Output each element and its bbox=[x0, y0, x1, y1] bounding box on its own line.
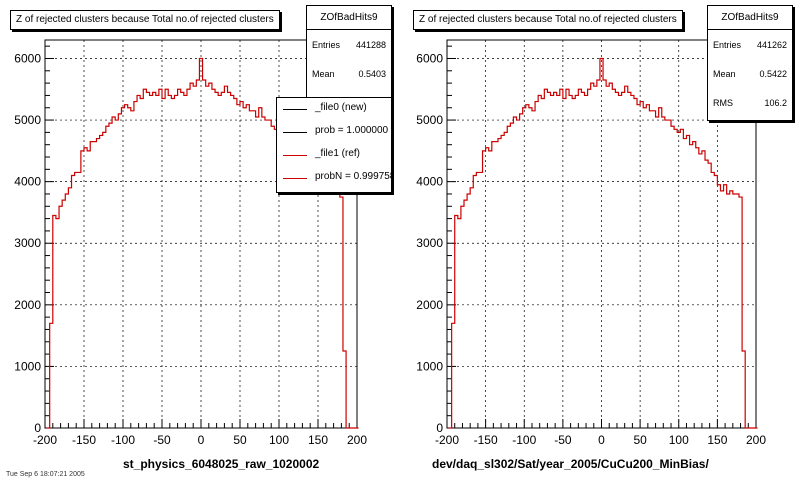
y-tick-label: 0 bbox=[34, 421, 41, 435]
legend-swatch bbox=[283, 155, 307, 156]
histogram-title-right: Z of rejected clusters because Total no.… bbox=[413, 10, 683, 30]
x-axis-title-left: st_physics_6048025_raw_1020002 bbox=[123, 457, 320, 471]
legend-swatch bbox=[283, 132, 307, 133]
legend-label: _file1 (ref) bbox=[315, 148, 361, 159]
print-timestamp: Tue Sep 6 18:07:21 2005 bbox=[6, 471, 85, 478]
stats-row-entries: Entries 441262 bbox=[708, 30, 792, 59]
legend-label: prob = 1.000000 bbox=[315, 125, 389, 136]
stats-row-mean: Mean 0.5422 bbox=[708, 59, 792, 88]
stats-value: 0.5422 bbox=[759, 68, 787, 79]
stats-box-left: ZOfBadHits9 Entries 441288 Mean 0.5403 bbox=[306, 5, 392, 101]
histogram-plot-right: -200 -150 -100 -50 0 50 100 150 2000100020003000… bbox=[416, 39, 766, 447]
stats-label: Mean bbox=[312, 68, 335, 79]
stats-value: 0.5403 bbox=[358, 68, 386, 79]
y-tick-label: 1000 bbox=[416, 359, 443, 373]
x-tick-label: 50 bbox=[633, 433, 647, 447]
legend-label: probN = 0.999758 bbox=[315, 171, 392, 182]
x-tick-label: 150 bbox=[707, 433, 727, 447]
y-tick-label: 2000 bbox=[14, 298, 41, 312]
x-tick-label: -50 bbox=[554, 433, 572, 447]
y-tick-label: 5000 bbox=[416, 113, 443, 127]
x-tick-label: -150 bbox=[72, 433, 96, 447]
x-tick-label: -100 bbox=[111, 433, 135, 447]
stats-label: RMS bbox=[713, 97, 733, 108]
stats-value: 106.2 bbox=[764, 97, 787, 108]
y-tick-label: 3000 bbox=[14, 236, 41, 250]
stats-value: 441262 bbox=[756, 39, 787, 50]
legend-box-left: _file0 (new) prob = 1.000000 _file1 (ref… bbox=[276, 97, 392, 193]
x-tick-label: -50 bbox=[153, 433, 171, 447]
x-tick-label: -100 bbox=[512, 433, 536, 447]
y-tick-label: 6000 bbox=[416, 51, 443, 65]
legend-entry: prob = 1.000000 bbox=[277, 121, 391, 144]
histogram-title-left: Z of rejected clusters because Total no.… bbox=[10, 10, 280, 30]
x-tick-label: 200 bbox=[746, 433, 766, 447]
x-tick-label: 0 bbox=[598, 433, 605, 447]
stats-row-entries: Entries 441288 bbox=[307, 30, 391, 59]
x-tick-label: -150 bbox=[474, 433, 498, 447]
stats-label: Entries bbox=[312, 39, 341, 50]
legend-label: _file0 (new) bbox=[315, 102, 367, 113]
y-tick-label: 4000 bbox=[416, 175, 443, 189]
x-tick-label: 0 bbox=[198, 433, 205, 447]
x-tick-label: 100 bbox=[669, 433, 689, 447]
y-tick-label: 6000 bbox=[14, 51, 41, 65]
y-tick-label: 1000 bbox=[14, 359, 41, 373]
legend-swatch bbox=[283, 178, 307, 179]
legend-entry: probN = 0.999758 bbox=[277, 167, 391, 190]
x-tick-label: -200 bbox=[33, 433, 57, 447]
x-axis-title-right: dev/daq_sl302/Sat/year_2005/CuCu200_MinB… bbox=[432, 457, 709, 471]
stats-row-rms: RMS 106.2 bbox=[708, 88, 792, 117]
x-tick-label: -200 bbox=[435, 433, 459, 447]
x-tick-label: 200 bbox=[347, 433, 367, 447]
stats-value: 441288 bbox=[355, 39, 386, 50]
x-tick-label: 50 bbox=[233, 433, 247, 447]
y-tick-label: 0 bbox=[436, 421, 443, 435]
x-tick-label: 150 bbox=[308, 433, 328, 447]
histogram-series bbox=[448, 57, 758, 429]
legend-entry: _file1 (ref) bbox=[277, 144, 391, 167]
stats-label: Mean bbox=[713, 68, 736, 79]
stats-name: ZOfBadHits9 bbox=[708, 6, 792, 30]
y-tick-label: 3000 bbox=[416, 236, 443, 250]
legend-entry: _file0 (new) bbox=[277, 98, 391, 121]
y-tick-label: 4000 bbox=[14, 175, 41, 189]
legend-swatch bbox=[283, 109, 307, 110]
y-tick-label: 2000 bbox=[416, 298, 443, 312]
x-tick-label: 100 bbox=[269, 433, 289, 447]
plot-frame bbox=[446, 39, 757, 429]
stats-name: ZOfBadHits9 bbox=[307, 6, 391, 30]
stats-row-mean: Mean 0.5403 bbox=[307, 59, 391, 88]
stats-box-right: ZOfBadHits9 Entries 441262 Mean 0.5422 R… bbox=[707, 5, 793, 121]
stats-label: Entries bbox=[713, 39, 742, 50]
y-tick-label: 5000 bbox=[14, 113, 41, 127]
